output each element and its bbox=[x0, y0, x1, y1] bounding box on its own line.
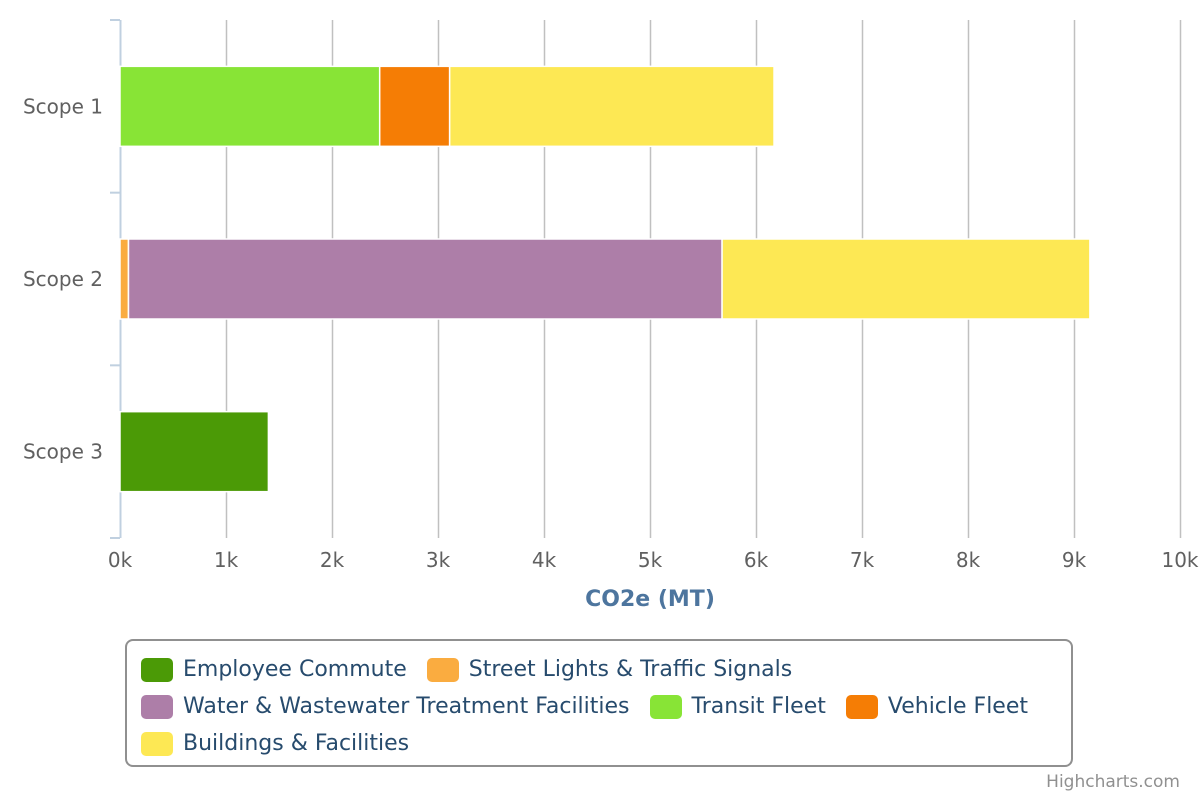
legend-swatch bbox=[141, 694, 173, 719]
legend-label: Buildings & Facilities bbox=[183, 731, 410, 756]
category-labels: Scope 1 Scope 2 Scope 3 bbox=[23, 94, 103, 463]
legend-item[interactable]: Vehicle Fleet bbox=[845, 688, 1029, 725]
x-tick-label: 0k bbox=[108, 548, 133, 572]
x-tick-label: 1k bbox=[214, 548, 239, 572]
legend-item[interactable]: Employee Commute bbox=[141, 651, 407, 688]
x-tick-label: 4k bbox=[532, 548, 557, 572]
legend-swatch bbox=[649, 694, 682, 719]
legend-swatch bbox=[426, 657, 459, 682]
legend-label: Water & Wastewater Treatment Facilities bbox=[183, 694, 630, 719]
x-tick-label: 5k bbox=[638, 548, 663, 572]
x-axis-ticks: 0k 1k 2k 3k 4k 5k 6k 7k 8k 9k 10k bbox=[108, 548, 1199, 572]
bar-segment[interactable] bbox=[119, 238, 130, 320]
legend-label: Transit Fleet bbox=[691, 694, 826, 719]
legend-item[interactable]: Buildings & Facilities bbox=[141, 725, 409, 762]
x-tick-label: 6k bbox=[744, 548, 769, 572]
legend-item[interactable]: Water & Wastewater Treatment Facilities bbox=[141, 688, 630, 725]
category-label: Scope 2 bbox=[23, 267, 103, 291]
bar-segment[interactable] bbox=[119, 410, 270, 493]
legend-label: Employee Commute bbox=[183, 657, 407, 682]
x-tick-label: 7k bbox=[850, 548, 875, 572]
legend-item[interactable]: Street Lights & Traffic Signals bbox=[426, 651, 793, 688]
legend-swatch bbox=[141, 731, 173, 756]
category-label: Scope 1 bbox=[23, 94, 103, 118]
x-tick-label: 3k bbox=[426, 548, 451, 572]
legend-items: Employee Commute Street Lights & Traffic … bbox=[141, 651, 1066, 762]
bar-segment[interactable] bbox=[119, 65, 381, 148]
x-tick-label: 10k bbox=[1161, 548, 1198, 572]
legend-label: Vehicle Fleet bbox=[887, 694, 1029, 719]
legend-item[interactable]: Transit Fleet bbox=[649, 688, 826, 725]
bar-segment[interactable] bbox=[721, 238, 1091, 320]
bar-segment[interactable] bbox=[127, 238, 723, 320]
legend: Employee Commute Street Lights & Traffic … bbox=[125, 639, 1073, 767]
y-axis bbox=[110, 19, 122, 539]
legend-swatch bbox=[845, 694, 878, 719]
bar-segment[interactable] bbox=[378, 65, 451, 148]
category-label: Scope 3 bbox=[23, 440, 103, 464]
bars[interactable] bbox=[119, 65, 1091, 493]
bar-segment[interactable] bbox=[448, 65, 775, 148]
x-axis-title: CO2e (MT) bbox=[585, 587, 715, 612]
x-tick-label: 8k bbox=[956, 548, 981, 572]
credits-link[interactable]: Highcharts.com bbox=[1046, 772, 1180, 792]
legend-swatch bbox=[141, 657, 173, 682]
x-tick-label: 9k bbox=[1062, 548, 1087, 572]
legend-label: Street Lights & Traffic Signals bbox=[468, 657, 793, 682]
x-tick-label: 2k bbox=[320, 548, 345, 572]
